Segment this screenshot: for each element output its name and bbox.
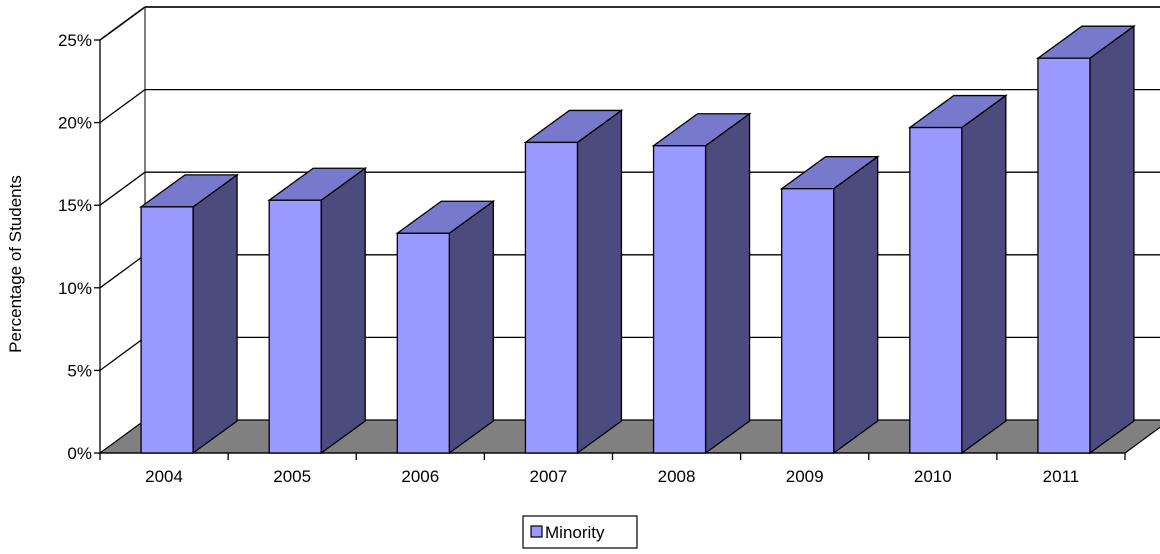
bar-side <box>576 109 623 455</box>
bar <box>395 200 496 455</box>
bar-front <box>140 206 194 454</box>
y-tick-label: 10% <box>58 279 92 298</box>
gridline-side <box>99 171 146 206</box>
bar-side <box>320 166 366 455</box>
x-tick-label: 2005 <box>273 467 311 486</box>
x-tick-label: 2004 <box>145 467 183 486</box>
bar <box>907 94 1008 455</box>
bar-front <box>1037 57 1091 454</box>
gridline-side <box>99 254 146 289</box>
legend-swatch <box>530 525 543 538</box>
bar-front <box>268 199 322 454</box>
gridline-side <box>99 89 146 124</box>
bar <box>139 173 240 455</box>
bar <box>267 166 368 455</box>
bar-side <box>448 200 494 455</box>
y-axis-title: Percentage of Students <box>6 175 25 353</box>
bar-side <box>704 112 751 455</box>
bar-side <box>1089 24 1135 455</box>
bars <box>139 24 1136 455</box>
gridline-side <box>99 6 146 41</box>
legend: Minority <box>522 515 638 549</box>
x-tick-label: 2011 <box>1043 467 1080 486</box>
bar-front <box>909 126 963 454</box>
x-tick-label: 2009 <box>786 467 824 486</box>
bar <box>1035 24 1136 455</box>
y-tick-label: 0% <box>67 444 92 463</box>
y-tick-labels: 0% 5% 10% 15% 20% 25% <box>58 31 92 463</box>
x-tick-label: 2008 <box>658 467 696 486</box>
bar <box>779 155 880 455</box>
x-tick-label: 2006 <box>401 467 439 486</box>
y-tick-label: 20% <box>58 114 92 133</box>
legend-label: Minority <box>545 523 605 542</box>
bar-front <box>524 141 579 454</box>
y-tick-label: 15% <box>58 196 92 215</box>
x-tick-label: 2007 <box>530 467 568 486</box>
x-tick-label: 2010 <box>914 467 952 486</box>
bar-front <box>652 145 707 454</box>
x-tick-labels: 2004 2005 2006 2007 2008 2009 2010 2011 <box>145 467 1079 486</box>
y-tick-label: 25% <box>58 31 92 50</box>
bar-front <box>781 188 835 454</box>
gridline-side <box>99 336 146 371</box>
bar-side <box>961 94 1007 455</box>
bar-front <box>396 232 450 454</box>
bar <box>651 112 752 455</box>
bar-side <box>833 155 879 455</box>
y-tick-label: 5% <box>67 361 92 380</box>
bar-side <box>192 173 238 455</box>
bar <box>523 109 624 455</box>
